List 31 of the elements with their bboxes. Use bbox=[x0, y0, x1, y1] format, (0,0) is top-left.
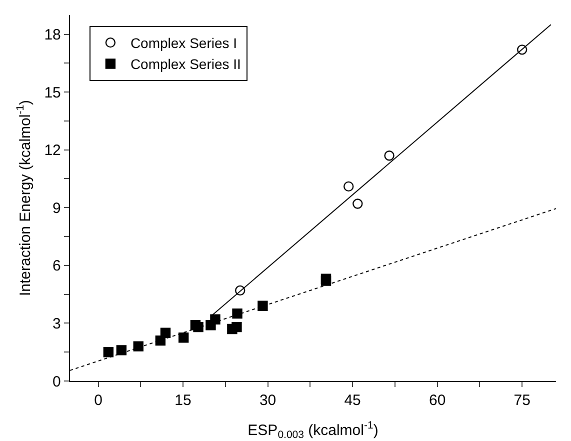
point bbox=[344, 181, 354, 192]
point bbox=[103, 347, 114, 358]
x-axis-title: ESP$_{0.003}$ (kcalmol$^{-1}$) bbox=[248, 420, 378, 441]
point bbox=[516, 44, 528, 55]
x-tick-label: 60 bbox=[428, 392, 446, 410]
y-tick-label: 3 bbox=[52, 315, 61, 332]
x-tick-label: 0 bbox=[94, 392, 102, 410]
y-tick-label: 9 bbox=[52, 200, 61, 217]
x-tick-label: 30 bbox=[259, 392, 276, 410]
point bbox=[160, 328, 171, 338]
point bbox=[232, 308, 242, 319]
point bbox=[384, 150, 394, 161]
y-tick-label: 0 bbox=[52, 373, 61, 390]
point bbox=[116, 345, 127, 356]
point bbox=[210, 314, 220, 324]
x-tick-label: 15 bbox=[174, 392, 192, 410]
point bbox=[193, 322, 204, 332]
y-tick-label: 15 bbox=[44, 84, 61, 102]
point bbox=[258, 300, 268, 311]
point bbox=[178, 332, 189, 343]
y-tick-label: 18 bbox=[44, 26, 61, 44]
point bbox=[232, 322, 242, 332]
legend-label: Complex Series I bbox=[130, 35, 238, 52]
y-tick-label: 6 bbox=[52, 258, 61, 275]
legend-label: Complex Series II bbox=[130, 56, 241, 72]
point bbox=[352, 198, 363, 209]
x-tick-label: 45 bbox=[344, 392, 361, 410]
y-tick-label: 12 bbox=[44, 142, 61, 160]
point bbox=[235, 285, 246, 296]
x-tick-label: 75 bbox=[514, 392, 530, 410]
point bbox=[133, 341, 144, 352]
